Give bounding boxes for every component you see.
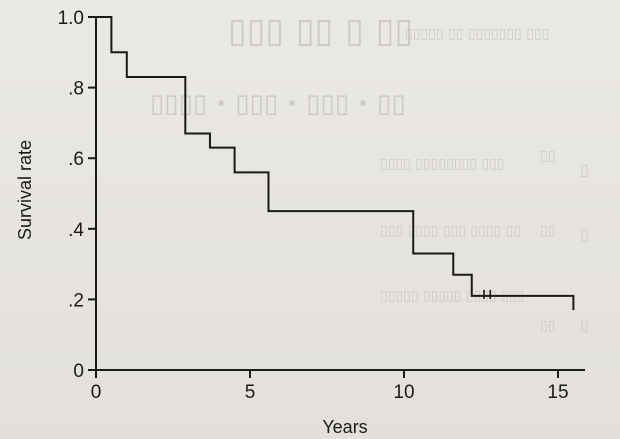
x-tick-label: 15 [547, 382, 568, 403]
texture-glyphs: ▯▯▯▯▯ ▯▯ ▯▯▯▯▯▯▯ ▯▯▯ [405, 26, 549, 42]
texture-glyphs: ▯ [580, 160, 589, 179]
y-tick-label: .8 [68, 79, 84, 100]
texture-glyphs: ▯▯ [540, 148, 555, 164]
y-axis-title: Survival rate [15, 140, 35, 240]
x-axis-ticks: 0 5 10 15 [91, 370, 569, 403]
texture-glyphs: ▯▯▯▯ ▯▯▯▯▯▯▯▯ ▯▯▯ [380, 156, 504, 172]
texture-glyphs: ▯ [580, 315, 589, 334]
background-texture: ▯▯▯ ▯▯ ▯ ▯▯ ▯▯▯▯▯ ▯▯ ▯▯▯▯▯▯▯ ▯▯▯ ▯▯▯▯ · … [150, 11, 589, 334]
texture-glyphs: ▯▯ [540, 223, 555, 239]
x-axis-title: Years [322, 417, 367, 437]
texture-glyphs: ▯ [580, 225, 589, 244]
texture-glyphs: ▯▯▯ ▯▯▯▯ ▯▯▯ ▯▯▯▯ ▯▯ [380, 223, 521, 239]
x-tick-label: 10 [393, 382, 414, 403]
y-tick-label: .4 [68, 220, 84, 241]
censor-marks [483, 289, 492, 299]
x-tick-label: 5 [245, 382, 256, 403]
texture-glyphs: ▯▯ [540, 318, 555, 334]
texture-glyphs: ▯▯▯ ▯▯ ▯ ▯▯ [228, 11, 413, 51]
x-tick-label: 0 [91, 382, 102, 403]
survival-curve [96, 16, 575, 310]
y-tick-label: 0 [73, 361, 84, 382]
y-axis-ticks: 0 .2 .4 .6 .8 1.0 [58, 8, 96, 382]
y-tick-label: .2 [68, 290, 84, 311]
y-tick-label: 1.0 [58, 8, 84, 29]
texture-glyphs: ▯▯▯▯ · ▯▯▯ · ▯▯▯ · ▯▯ [150, 89, 406, 119]
texture-glyphs: ▯▯▯▯▯ ▯▯▯▯▯ ▯▯▯▯ ▯▯▯ [380, 288, 524, 304]
y-tick-label: .6 [68, 149, 84, 170]
